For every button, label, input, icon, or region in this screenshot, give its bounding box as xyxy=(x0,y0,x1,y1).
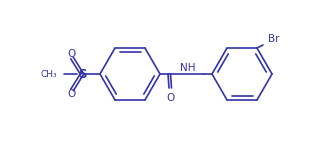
Text: O: O xyxy=(68,49,76,59)
Text: Br: Br xyxy=(268,34,280,44)
Text: CH₃: CH₃ xyxy=(40,70,57,78)
Text: NH: NH xyxy=(180,63,196,73)
Text: O: O xyxy=(68,89,76,99)
Text: O: O xyxy=(166,93,175,103)
Text: S: S xyxy=(78,67,86,81)
